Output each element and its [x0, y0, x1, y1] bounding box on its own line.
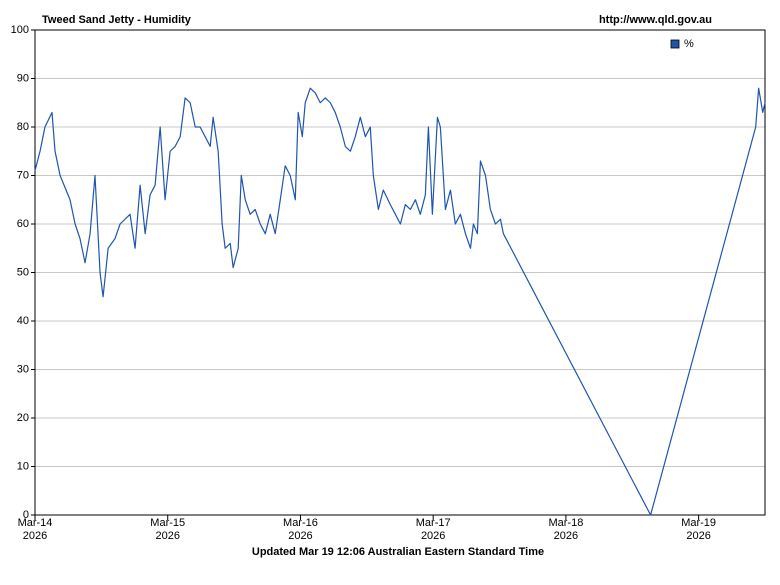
x-tick-label: Mar-16: [283, 517, 318, 529]
legend-label: %: [684, 38, 694, 50]
y-tick-label: 60: [17, 218, 29, 230]
x-tick-year: 2026: [421, 530, 445, 542]
x-tick-year: 2026: [686, 530, 710, 542]
y-tick-label: 80: [17, 121, 29, 133]
y-tick-label: 10: [17, 460, 29, 472]
y-tick-label: 90: [17, 72, 29, 84]
y-tick-label: 30: [17, 363, 29, 375]
x-tick-label: Mar-14: [18, 517, 53, 529]
y-tick-label: 20: [17, 412, 29, 424]
x-tick-label: Mar-18: [548, 517, 583, 529]
x-tick-label: Mar-17: [416, 517, 451, 529]
y-tick-label: 0: [23, 509, 29, 521]
x-tick-year: 2026: [155, 530, 179, 542]
x-tick-label: Mar-15: [150, 517, 185, 529]
y-tick-label: 70: [17, 169, 29, 181]
x-tick-label: Mar-19: [681, 517, 716, 529]
y-tick-label: 50: [17, 266, 29, 278]
data-line: [34, 87, 766, 516]
legend-swatch: [670, 39, 680, 49]
x-tick-year: 2026: [554, 530, 578, 542]
x-tick-year: 2026: [23, 530, 47, 542]
plot-frame: [34, 29, 766, 516]
x-tick-year: 2026: [288, 530, 312, 542]
source-url: http://www.qld.gov.au: [599, 14, 712, 26]
y-tick-label: 40: [17, 315, 29, 327]
footer: Updated Mar 19 12:06 Australian Eastern …: [252, 546, 544, 558]
y-tick-label: 100: [11, 24, 29, 36]
chart-title: Tweed Sand Jetty - Humidity: [42, 14, 192, 26]
